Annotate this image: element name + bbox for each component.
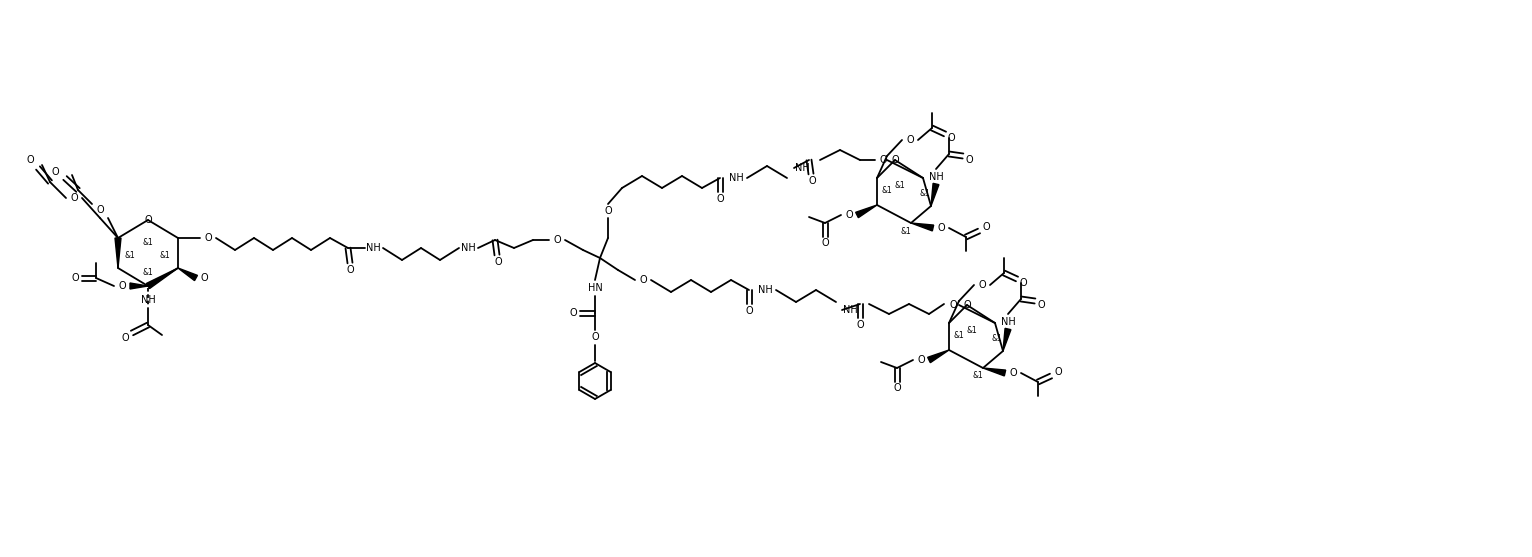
Text: O: O [604, 206, 611, 216]
Polygon shape [1003, 328, 1011, 351]
Polygon shape [931, 183, 939, 206]
Text: O: O [591, 332, 599, 342]
Text: O: O [1019, 278, 1026, 288]
Text: &1: &1 [124, 251, 135, 260]
Text: NH: NH [758, 285, 772, 295]
Text: NH: NH [843, 305, 858, 315]
Text: O: O [495, 257, 502, 267]
Text: O: O [26, 155, 34, 165]
Text: O: O [715, 194, 723, 204]
Text: NH: NH [795, 163, 809, 173]
Text: O: O [907, 135, 913, 145]
Polygon shape [912, 223, 933, 231]
Text: O: O [950, 300, 958, 310]
Text: NH: NH [141, 295, 155, 305]
Text: O: O [144, 215, 152, 225]
Text: O: O [97, 205, 104, 215]
Polygon shape [147, 268, 178, 289]
Text: O: O [1010, 368, 1017, 378]
Text: &1: &1 [991, 334, 1002, 343]
Text: O: O [553, 235, 561, 245]
Text: O: O [121, 333, 129, 343]
Text: O: O [346, 265, 354, 275]
Text: O: O [982, 222, 990, 232]
Text: &1: &1 [901, 227, 912, 236]
Text: O: O [51, 167, 58, 177]
Text: &1: &1 [159, 251, 170, 260]
Text: O: O [947, 133, 954, 143]
Text: &1: &1 [973, 372, 984, 380]
Text: &1: &1 [967, 325, 977, 335]
Text: O: O [938, 223, 945, 233]
Text: &1: &1 [953, 330, 964, 340]
Text: NH: NH [366, 243, 380, 253]
Text: O: O [856, 320, 864, 330]
Text: &1: &1 [881, 185, 892, 194]
Text: O: O [809, 176, 817, 186]
Text: O: O [893, 383, 901, 393]
Text: HN: HN [588, 283, 602, 293]
Text: O: O [979, 280, 985, 290]
Text: NH: NH [928, 172, 944, 182]
Text: O: O [1037, 300, 1045, 310]
Text: O: O [118, 281, 126, 291]
Text: &1: &1 [895, 180, 905, 189]
Polygon shape [984, 368, 1005, 376]
Polygon shape [928, 350, 948, 363]
Text: O: O [892, 155, 899, 165]
Text: O: O [570, 308, 578, 318]
Polygon shape [115, 238, 121, 268]
Text: O: O [879, 155, 887, 165]
Text: O: O [965, 155, 973, 165]
Text: NH: NH [461, 243, 475, 253]
Text: O: O [204, 233, 211, 243]
Text: O: O [201, 273, 208, 283]
Text: O: O [964, 300, 971, 310]
Polygon shape [178, 268, 198, 281]
Text: O: O [745, 306, 752, 316]
Text: O: O [821, 238, 829, 248]
Text: O: O [639, 275, 647, 285]
Text: NH: NH [729, 173, 743, 183]
Text: O: O [70, 273, 78, 283]
Text: O: O [846, 210, 853, 220]
Text: NH: NH [1000, 317, 1016, 327]
Text: O: O [918, 355, 925, 365]
Polygon shape [856, 205, 876, 218]
Text: &1: &1 [919, 188, 930, 198]
Text: &1: &1 [142, 237, 153, 247]
Text: O: O [1054, 367, 1062, 377]
Text: O: O [70, 193, 78, 203]
Text: &1: &1 [142, 267, 153, 276]
Polygon shape [130, 283, 149, 289]
